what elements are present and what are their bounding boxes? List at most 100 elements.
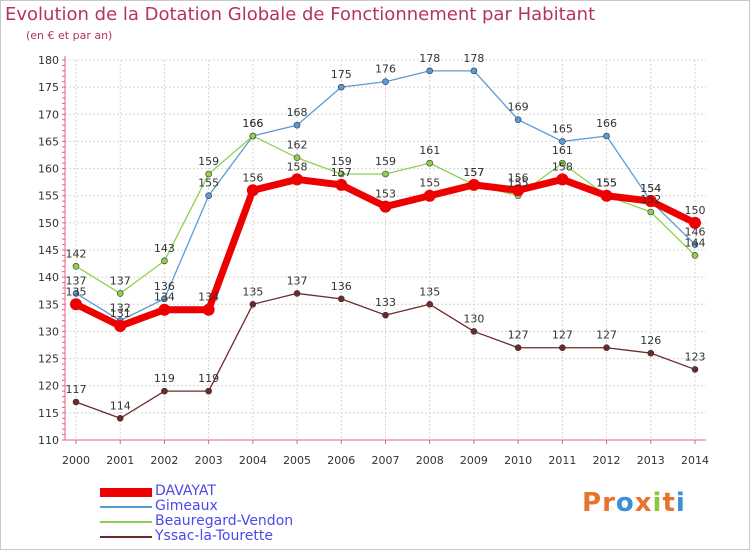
data-label: 166: [242, 117, 263, 130]
data-label: 137: [110, 274, 131, 287]
data-point: [161, 295, 168, 303]
data-label-layer: 137 132 136 155 166 168 175 176 178 178 169 165 166 1…: [66, 52, 706, 412]
data-label: 154: [640, 182, 661, 195]
line-chart: 110 115 120 125 130 135 140 145 150 155 160 165 170 1…: [38, 52, 709, 467]
series-layer: [70, 67, 701, 422]
data-point: [470, 67, 478, 75]
y-tick-label: 150: [38, 217, 59, 230]
logo-letter: t: [662, 488, 676, 518]
data-point: [158, 303, 171, 316]
data-label: 159: [375, 155, 396, 168]
y-tick-label: 165: [38, 135, 59, 148]
x-tick-label: 2003: [195, 454, 223, 467]
x-tick-label: 2001: [106, 454, 134, 467]
data-label: 127: [596, 329, 617, 342]
logo-letter: o: [615, 488, 635, 518]
data-label: 114: [110, 399, 131, 412]
data-point: [647, 208, 655, 216]
axis-layer: 110 115 120 125 130 135 140 145 150 155 160 165 170 1…: [38, 54, 709, 467]
data-label: 150: [685, 204, 706, 217]
data-point: [291, 173, 304, 186]
data-point: [382, 170, 389, 178]
data-point: [205, 170, 212, 178]
data-point: [72, 262, 80, 270]
data-label: 135: [66, 285, 87, 298]
data-label: 130: [463, 312, 484, 325]
data-point: [514, 344, 522, 352]
data-point: [470, 328, 478, 335]
data-label: 161: [419, 144, 440, 157]
data-label: 119: [198, 372, 219, 385]
data-label: 142: [66, 247, 87, 260]
legend-label-beauregard-vendon: Beauregard-Vendon: [155, 513, 294, 529]
data-label: 161: [552, 144, 573, 157]
data-label: 165: [552, 122, 573, 135]
data-point: [559, 344, 566, 352]
data-label: 154: [640, 182, 661, 195]
y-tick-label: 160: [38, 163, 59, 176]
grid-layer: [65, 59, 706, 441]
data-label: 132: [110, 302, 131, 315]
x-tick-label: 2007: [372, 454, 400, 467]
data-point: [556, 173, 569, 186]
data-label: 169: [508, 101, 529, 114]
data-label: 157: [331, 166, 352, 179]
data-label: 155: [508, 177, 529, 190]
x-tick-label: 2005: [283, 454, 311, 467]
data-label: 143: [154, 242, 175, 255]
data-point: [514, 116, 522, 124]
data-label: 178: [419, 52, 440, 65]
data-point: [72, 290, 80, 297]
data-point: [293, 290, 301, 297]
data-label: 158: [552, 160, 573, 173]
chart-title: Evolution de la Dotation Globale de Fonc…: [5, 4, 596, 25]
data-point: [249, 132, 257, 140]
data-label: 162: [287, 139, 308, 152]
data-label: 131: [110, 307, 131, 320]
x-tick-label: 2013: [637, 454, 665, 467]
data-point: [337, 170, 345, 178]
data-point: [559, 138, 566, 145]
x-tick-label: 2009: [460, 454, 488, 467]
data-label: 127: [508, 329, 529, 342]
data-point: [689, 216, 701, 229]
data-point: [72, 398, 80, 406]
data-point: [379, 200, 392, 213]
data-point: [426, 67, 434, 75]
data-label: 166: [242, 117, 263, 130]
chart-subtitle: (en € et par an): [26, 29, 113, 42]
data-point: [70, 298, 82, 311]
data-point: [603, 132, 610, 140]
legend-swatch-davayat: [100, 488, 152, 497]
data-label: 157: [463, 166, 484, 179]
data-point: [467, 178, 480, 191]
data-label: 155: [198, 177, 219, 190]
legend-swatch-beauregard-vendon: [100, 521, 152, 523]
legend-item-beauregard-vendon: Beauregard-Vendon: [100, 513, 360, 530]
x-tick-label: 2014: [681, 454, 709, 467]
data-label: 126: [640, 334, 661, 347]
data-point: [691, 366, 699, 373]
y-tick-label: 145: [38, 244, 59, 257]
legend-label-gimeaux: Gimeaux: [155, 498, 218, 514]
data-point: [337, 83, 345, 91]
data-label: 133: [375, 296, 396, 309]
logo-letter: i: [652, 488, 663, 518]
data-label: 136: [331, 280, 352, 293]
y-tick-label: 155: [38, 190, 59, 203]
y-tick-label: 140: [38, 271, 59, 284]
y-tick-label: 120: [38, 380, 59, 393]
y-tick-label: 175: [38, 81, 59, 94]
data-label: 176: [375, 63, 396, 76]
data-label: 137: [66, 274, 87, 287]
logo-letter: i: [675, 488, 686, 518]
data-label: 134: [198, 291, 219, 304]
data-point: [382, 311, 389, 319]
legend-item-davayat: DAVAYAT: [100, 483, 360, 500]
data-label: 159: [198, 155, 219, 168]
y-tick-label: 170: [38, 108, 59, 121]
data-label: 123: [685, 350, 706, 363]
x-tick-label: 2000: [62, 454, 90, 467]
data-point: [512, 184, 525, 197]
logo-letter: x: [634, 488, 653, 518]
